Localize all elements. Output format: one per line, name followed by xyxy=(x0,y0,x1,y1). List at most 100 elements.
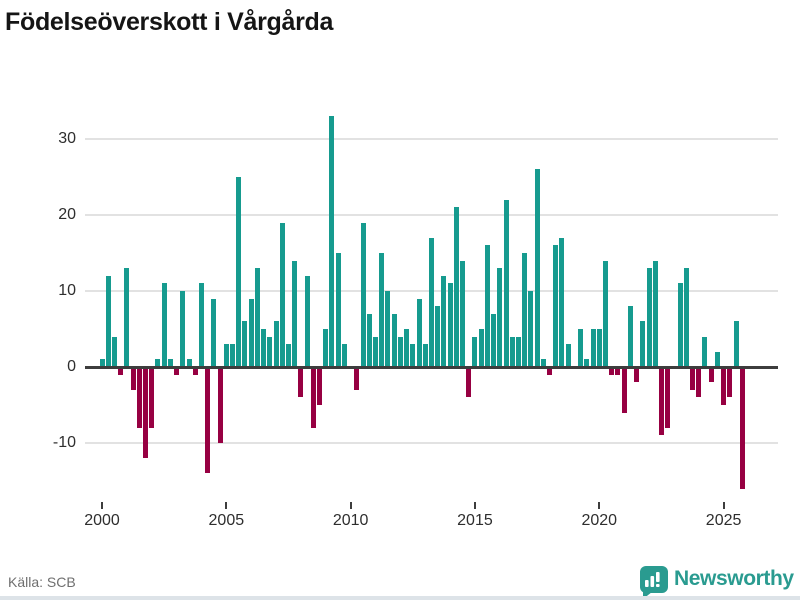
bar-2004Q1 xyxy=(198,283,204,367)
bar-2024Q1 xyxy=(696,367,702,398)
x-axis-tick-2000 xyxy=(101,502,103,509)
y-axis-label-20: 20 xyxy=(58,206,76,223)
y-axis-label-30: 30 xyxy=(58,130,76,147)
bar-2000Q3 xyxy=(111,336,117,367)
bar-2017Q2 xyxy=(528,291,534,367)
bar-2005Q4 xyxy=(242,321,248,367)
x-axis-label-2020: 2020 xyxy=(581,512,618,529)
bar-2006Q2 xyxy=(254,268,260,367)
bar-2018Q2 xyxy=(553,245,559,367)
bar-2005Q2 xyxy=(230,344,236,367)
bar-2019Q2 xyxy=(578,329,584,367)
bar-2003Q2 xyxy=(180,291,186,367)
bar-2022Q3 xyxy=(658,367,664,436)
bar-2025Q3 xyxy=(733,321,739,367)
bar-2000Q1 xyxy=(99,359,105,367)
bar-2015Q3 xyxy=(484,245,490,367)
bar-2023Q4 xyxy=(690,367,696,390)
bar-2024Q4 xyxy=(714,351,720,367)
bar-chart-exclamation-icon xyxy=(645,572,660,587)
bar-2015Q1 xyxy=(472,336,478,367)
bar-2009Q4 xyxy=(341,344,347,367)
bar-2022Q2 xyxy=(652,260,658,367)
bar-2020Q4 xyxy=(615,367,621,375)
bar-2012Q3 xyxy=(410,344,416,367)
bar-2010Q3 xyxy=(360,222,366,367)
bar-2017Q3 xyxy=(534,169,540,367)
bar-2020Q3 xyxy=(609,367,615,375)
bar-2003Q1 xyxy=(174,367,180,375)
y-axis-label-10: 10 xyxy=(58,282,76,299)
bar-2019Q4 xyxy=(590,329,596,367)
footer: Källa: SCB Newsworthy xyxy=(0,560,800,600)
newsworthy-badge xyxy=(640,566,668,593)
bar-2016Q4 xyxy=(515,336,521,367)
bar-2001Q3 xyxy=(136,367,142,428)
bar-2016Q1 xyxy=(497,268,503,367)
bar-2007Q4 xyxy=(292,260,298,367)
bar-2016Q2 xyxy=(503,199,509,367)
bar-2014Q4 xyxy=(466,367,472,398)
bar-2009Q3 xyxy=(335,253,341,367)
x-axis-label-2025: 2025 xyxy=(705,512,742,529)
bar-2009Q2 xyxy=(329,116,335,367)
x-axis-tick-2020 xyxy=(598,502,601,509)
bar-2001Q2 xyxy=(130,367,136,390)
zero-axis-line xyxy=(85,366,778,369)
bar-2020Q2 xyxy=(602,260,608,367)
bar-2017Q4 xyxy=(540,359,546,367)
bar-2015Q4 xyxy=(491,313,497,367)
bottom-strip xyxy=(0,596,800,600)
source-label: Källa: SCB xyxy=(8,574,76,590)
x-axis-tick-2005 xyxy=(225,502,228,509)
bar-2010Q4 xyxy=(366,313,372,367)
bar-2013Q3 xyxy=(435,306,441,367)
bar-2002Q3 xyxy=(161,283,167,367)
bar-2014Q3 xyxy=(460,260,466,367)
bar-2009Q1 xyxy=(323,329,329,367)
x-axis-tick-2010 xyxy=(349,502,352,509)
bar-2016Q3 xyxy=(509,336,515,367)
y-gridline--10 xyxy=(85,442,778,444)
bar-2025Q1 xyxy=(721,367,727,405)
chart-title: Födelseöverskott i Vårgårda xyxy=(5,8,334,36)
bar-2004Q2 xyxy=(205,367,211,474)
bar-2002Q4 xyxy=(167,359,173,367)
bar-2021Q1 xyxy=(621,367,627,413)
bar-2002Q1 xyxy=(149,367,155,428)
bar-2004Q3 xyxy=(211,298,217,367)
newsworthy-logo: Newsworthy xyxy=(640,564,794,599)
bar-2006Q3 xyxy=(261,329,267,367)
bar-2000Q4 xyxy=(118,367,124,375)
bar-2015Q2 xyxy=(478,329,484,367)
bar-2024Q2 xyxy=(702,336,708,367)
bar-2000Q2 xyxy=(105,275,111,367)
bar-2012Q1 xyxy=(397,336,403,367)
bar-2011Q4 xyxy=(391,313,397,367)
bar-2011Q2 xyxy=(379,253,385,367)
bar-2007Q2 xyxy=(279,222,285,367)
bar-2007Q1 xyxy=(273,321,279,367)
x-axis-label-2000: 2000 xyxy=(84,512,120,529)
bar-2006Q1 xyxy=(248,298,254,367)
bar-2012Q4 xyxy=(416,298,422,367)
bar-2001Q1 xyxy=(124,268,130,367)
newsworthy-badge-tail xyxy=(643,592,652,599)
y-axis-label--10: -10 xyxy=(52,434,76,451)
bar-2023Q3 xyxy=(683,268,689,367)
bar-2024Q3 xyxy=(708,367,714,383)
x-axis-tick-2025 xyxy=(722,502,725,509)
bar-2021Q3 xyxy=(634,367,640,383)
bar-2004Q4 xyxy=(217,367,223,443)
bar-2025Q4 xyxy=(739,367,745,489)
x-axis-tick-2015 xyxy=(473,502,476,509)
bar-2022Q4 xyxy=(665,367,671,428)
bar-2003Q4 xyxy=(192,367,198,375)
y-gridline-20 xyxy=(85,214,778,216)
bar-2021Q2 xyxy=(627,306,633,367)
bar-2008Q4 xyxy=(317,367,323,405)
bar-2018Q4 xyxy=(565,344,571,367)
bar-2010Q2 xyxy=(354,367,360,390)
bar-2018Q1 xyxy=(547,367,553,375)
